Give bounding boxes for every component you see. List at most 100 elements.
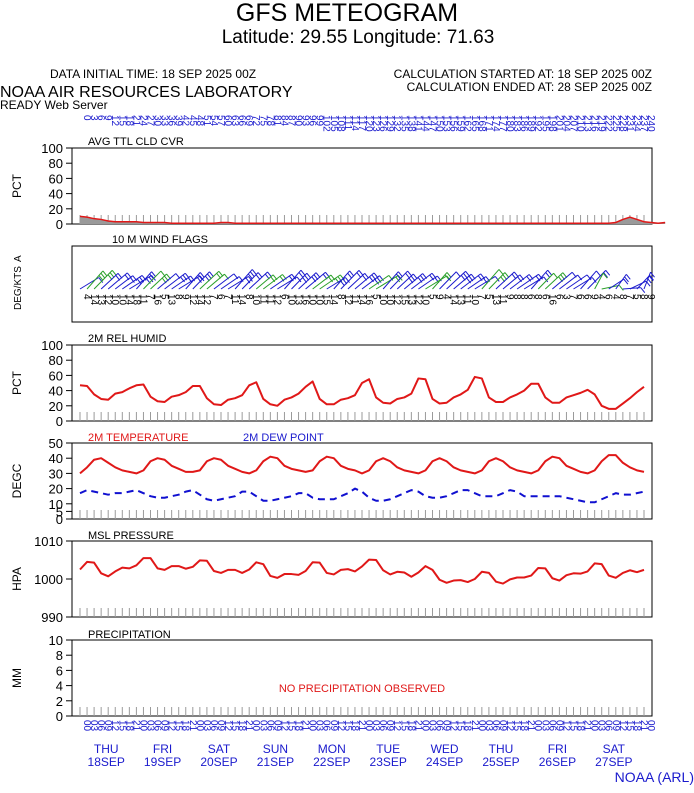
wind-barb [488,272,506,290]
y-tick-label: 0 [56,217,63,232]
wind-speed-label: 8 [511,294,522,300]
wind-speed-label: 14 [328,294,339,306]
wind-barb [136,271,152,290]
y-tick-label: 30 [49,466,63,481]
day-of-week-label: SUN [263,742,288,756]
wind-barb [368,275,390,290]
forecast-hour-label: 153 [441,115,452,132]
forecast-hour-label: 213 [582,115,593,132]
wind-speed-label: 16 [300,294,311,306]
y-tick-label: 40 [49,451,63,466]
wind-barb-flag [504,272,510,278]
wind-barb-flag [650,271,655,278]
chart-title: GFS METEOGRAM [236,0,458,27]
date-label: 21SEP [257,755,294,769]
wind-barb-flag [605,270,611,276]
wind-barb-flag [111,270,117,276]
forecast-hour-label: 78 [264,115,275,127]
wind-barb [319,274,341,290]
y-tick-label: 50 [49,436,63,451]
day-of-week-label: TUE [376,742,400,756]
wind-speed-label: 9 [589,294,600,300]
forecast-hour-label: 93 [300,115,311,127]
wind-speed-label: 10 [285,294,296,306]
y-tick-label: 10 [49,633,63,648]
forecast-hour-label: 198 [546,115,557,132]
wind-barb [432,272,448,290]
y-tick-label: 10 [49,497,63,512]
forecast-hour-label: 18 [123,115,134,127]
y-tick-label: 80 [49,156,63,171]
date-label: 26SEP [539,755,576,769]
y-tick-label: 0 [56,414,63,429]
wind-barb [262,274,283,290]
dew-point-line [79,487,645,504]
wind-speed-label: 4 [441,294,452,300]
hour-label: 09 [271,720,282,732]
date-label: 20SEP [200,755,237,769]
wind-speed-label: 16 [546,294,557,306]
wind-speed-label: 13 [405,294,416,306]
panel-frame [71,245,653,323]
y-tick-label: 6 [56,663,63,678]
wind-barb [114,275,134,290]
hour-label: 03 [426,720,437,732]
forecast-hour-label: 228 [617,115,628,132]
wind-speed-label: 18 [130,294,141,306]
hour-label: 18 [349,720,360,732]
hour-label: 03 [539,720,550,732]
hour-label: 12 [504,720,515,732]
hour-label: 15 [229,720,240,732]
wind-barb [171,275,191,290]
wind-barb [305,271,326,290]
y-tick-label: 20 [49,202,63,217]
forecast-hour-label: 171 [483,115,494,132]
panel-frame [71,147,653,225]
wind-barb-flag [347,272,353,279]
panel-label-temp: 2M TEMPERATURE [88,432,188,444]
y-tick-label: 60 [49,171,63,186]
plot-area [79,707,645,716]
forecast-hour-label: 216 [589,115,600,132]
wind-barb [150,273,167,290]
hour-label: 18 [462,720,473,732]
forecast-hour-label: 207 [567,115,578,132]
wind-speed-label: 14 [356,294,367,306]
hour-label: 09 [441,720,452,732]
wind-barb-flag [591,277,597,283]
hour-label: 06 [603,720,614,732]
forecast-hour-label: 84 [278,115,289,127]
forecast-hour-labels: 0369121518212427303336394245485154576063… [81,115,656,132]
wind-speed-label: 10 [419,294,430,306]
forecast-hour-label: 72 [250,115,261,127]
wind-speed-label: 6 [539,294,550,300]
wind-speed-label: 12 [412,294,423,306]
wind-barb [206,273,225,290]
hour-label: 00 [419,720,430,732]
wind-speed-label: 8 [617,294,628,300]
hour-label: 21 [582,720,593,732]
forecast-hour-label: 54 [208,115,219,127]
forecast-hour-label: 102 [321,115,332,132]
day-of-week-label: MON [318,742,346,756]
hour-label: 21 [243,720,254,732]
wind-speed-label: 13 [166,294,177,306]
hour-label: 15 [116,720,127,732]
wind-barb-flag [98,277,104,283]
hour-label: 03 [596,720,607,732]
date-label: 24SEP [426,755,463,769]
hour-label: 06 [321,720,332,732]
forecast-hour-label: 111 [342,115,353,131]
wind-speed-label: 14 [448,294,459,306]
hour-label: 18 [123,720,134,732]
wind-barb [178,275,201,290]
hour-label: 09 [553,720,564,732]
wind-speed-label: 7 [476,294,487,300]
wind-barb [601,284,620,290]
hour-label: 12 [109,720,120,732]
wind-speed-label: 8 [518,294,529,300]
wind-speed-label: 6 [278,294,289,300]
wind-speed-label: 16 [152,294,163,306]
